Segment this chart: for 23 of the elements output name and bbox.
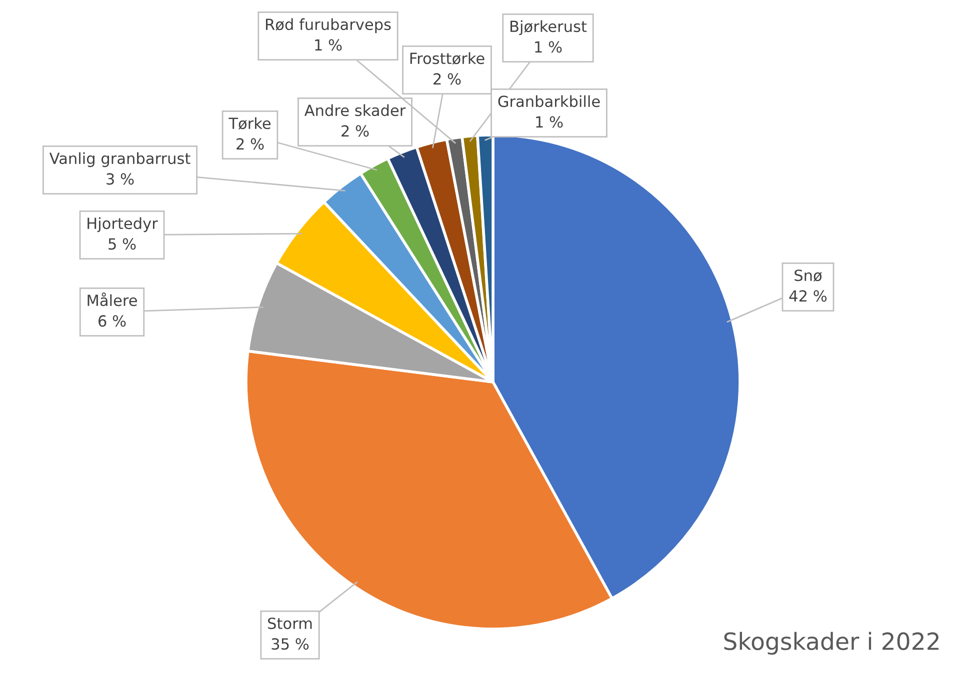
data-label: 6 % (98, 315, 126, 327)
slice-label: Vanlig granbarrust (49, 152, 190, 168)
slice-label: Hjortedyr (88, 217, 158, 232)
data-label: 35 % (272, 638, 309, 650)
data-label: 1 % (536, 116, 563, 128)
data-label: 2 % (434, 73, 461, 85)
data-label: 42 % (789, 290, 827, 302)
data-label: 3 % (106, 173, 134, 185)
slice-label: Storm (268, 618, 312, 630)
data-label: 2 % (236, 138, 264, 150)
slice-label: Rød furubarveps (266, 18, 391, 34)
text: Skogskader i 2022 (724, 632, 939, 655)
slice-label: Frosttørke (410, 52, 484, 65)
slice-label: Andre skader (304, 104, 406, 116)
data-label: 1 % (315, 39, 342, 51)
data-label: 1 % (535, 41, 562, 53)
slice-label: Tørke (228, 117, 271, 130)
slice-label: Bjørkerust (510, 20, 587, 36)
slice-label: Målere (88, 292, 137, 306)
data-label: 5 % (108, 238, 136, 250)
slice-label: Granbarkbille (498, 95, 600, 108)
data-label: 2 % (342, 125, 369, 137)
slice-label: Snø (794, 270, 822, 282)
